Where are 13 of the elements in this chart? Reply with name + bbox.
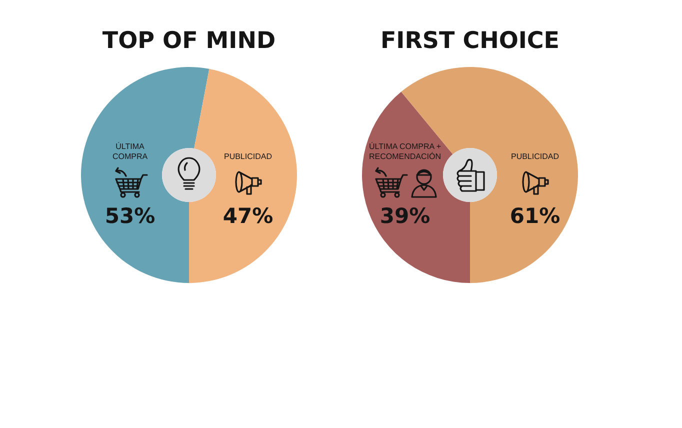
data-label: 53% bbox=[104, 204, 156, 228]
slice-label: PUBLICIDAD bbox=[510, 152, 560, 161]
data-label: 39% bbox=[380, 204, 430, 228]
data-label: 47% bbox=[222, 204, 274, 228]
donut-slice bbox=[81, 67, 210, 283]
slice-label: ÚLTIMA COMPRA + RECOMENDACIÓN bbox=[368, 142, 442, 161]
slice-label: ÚLTIMA COMPRA bbox=[112, 142, 148, 161]
slice-label: PUBLICIDAD bbox=[224, 152, 272, 161]
chart-title: FIRST CHOICE bbox=[379, 27, 561, 56]
donut-slice bbox=[362, 92, 470, 283]
data-label: 61% bbox=[510, 204, 560, 228]
chart-title: TOP OF MIND bbox=[101, 27, 277, 56]
donut-slice bbox=[189, 68, 297, 283]
